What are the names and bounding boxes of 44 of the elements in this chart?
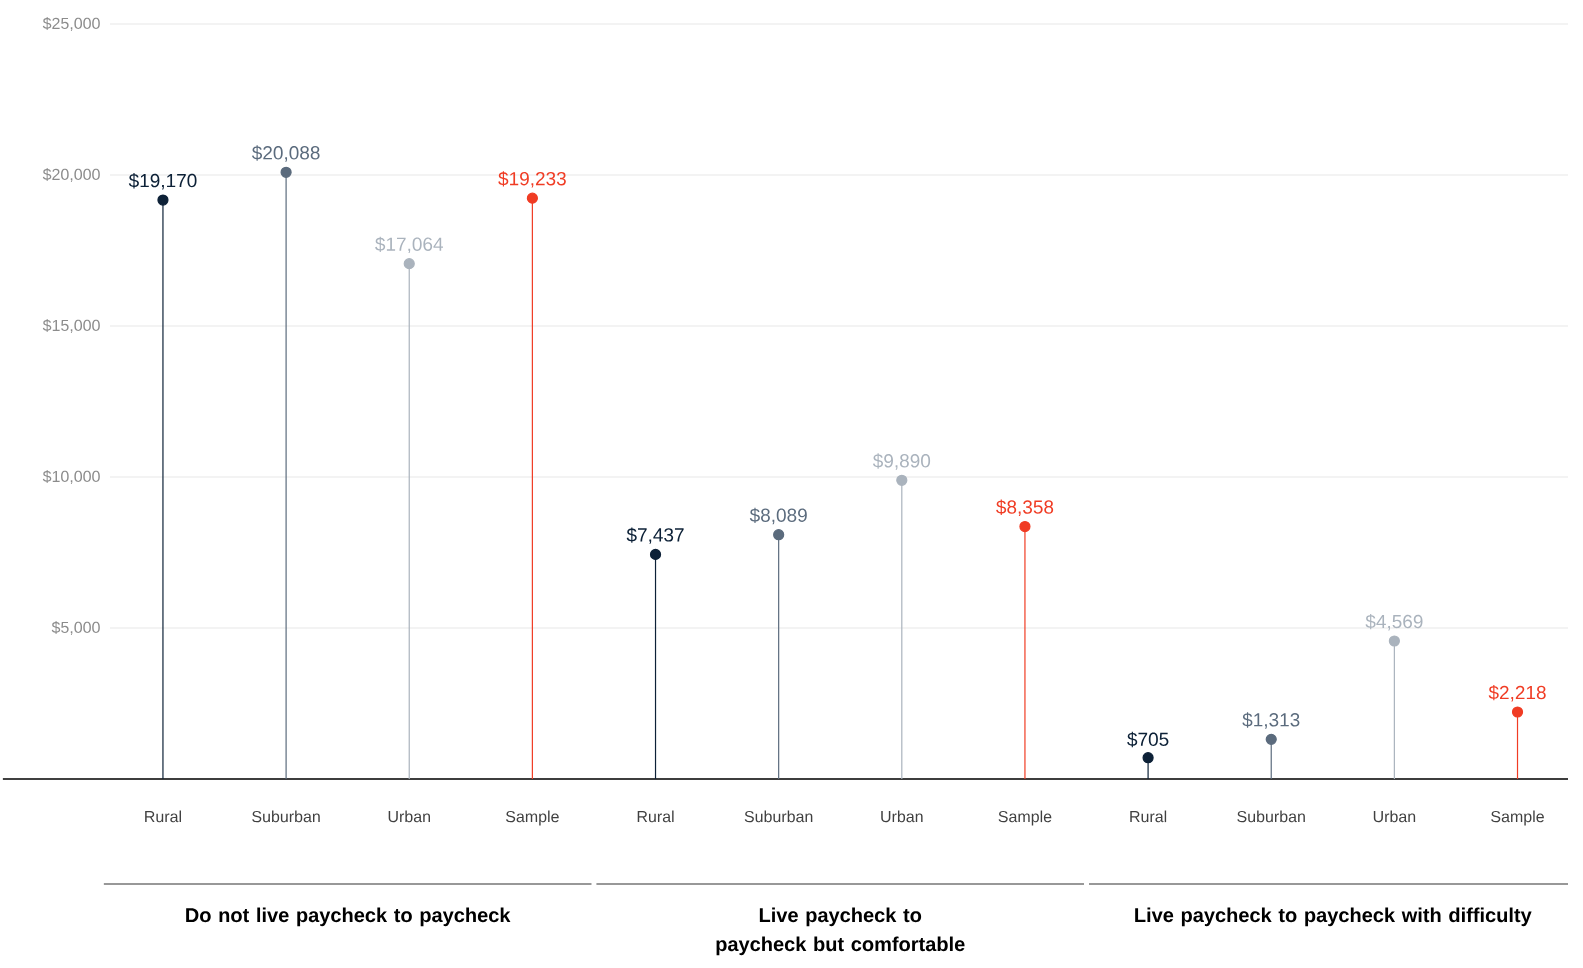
data-label: $8,358 — [996, 499, 1054, 517]
data-label: $8,089 — [749, 507, 807, 525]
x-tick-label: Urban — [881, 810, 923, 823]
data-label: $1,313 — [1242, 712, 1300, 729]
text: Live paycheck to paycheck but comfortable — [716, 907, 965, 956]
x-tick-label: Rural — [1130, 810, 1167, 823]
data-label: $20,088 — [251, 145, 320, 162]
data-label: $17,064 — [375, 236, 444, 254]
point — [649, 548, 662, 560]
x-tick-label: Urban — [1373, 810, 1416, 823]
point — [1142, 752, 1154, 764]
point — [1388, 635, 1400, 647]
x-tick-label: Sample — [1491, 810, 1544, 826]
point — [526, 192, 538, 204]
data-label: $19,170 — [128, 173, 197, 190]
text: Live paycheck to paycheck with difficulty — [1135, 907, 1532, 927]
y-tick-label: $20,000 — [42, 168, 100, 182]
x-tick-label: Sample — [505, 810, 559, 826]
y-tick-label: $15,000 — [42, 319, 100, 333]
x-tick-label: Rural — [637, 810, 674, 823]
data-label: $705 — [1127, 731, 1169, 748]
data-label: $4,569 — [1365, 613, 1423, 631]
text: Do not live paycheck to paycheck — [186, 907, 511, 927]
y-tick-label: $10,000 — [42, 470, 100, 484]
data-label: $7,437 — [626, 527, 684, 544]
x-tick-label: Sample — [998, 810, 1052, 826]
point — [1019, 520, 1031, 533]
data-label: $2,218 — [1488, 684, 1546, 702]
x-tick-label: Suburban — [744, 810, 813, 823]
point — [157, 194, 169, 206]
data-label: $9,890 — [872, 453, 931, 470]
x-tick-label: Urban — [388, 810, 430, 823]
point — [1265, 733, 1277, 745]
x-tick-label: Suburban — [1237, 810, 1305, 823]
y-tick-label: $5,000 — [51, 621, 100, 635]
point — [896, 474, 908, 486]
x-tick-label: Suburban — [252, 810, 320, 823]
x-tick-label: Rural — [145, 810, 181, 823]
point — [1511, 706, 1524, 718]
y-tick-label: $25,000 — [42, 17, 100, 31]
point — [280, 166, 292, 178]
point — [403, 258, 415, 270]
data-label: $19,233 — [498, 171, 566, 188]
point — [773, 529, 785, 541]
